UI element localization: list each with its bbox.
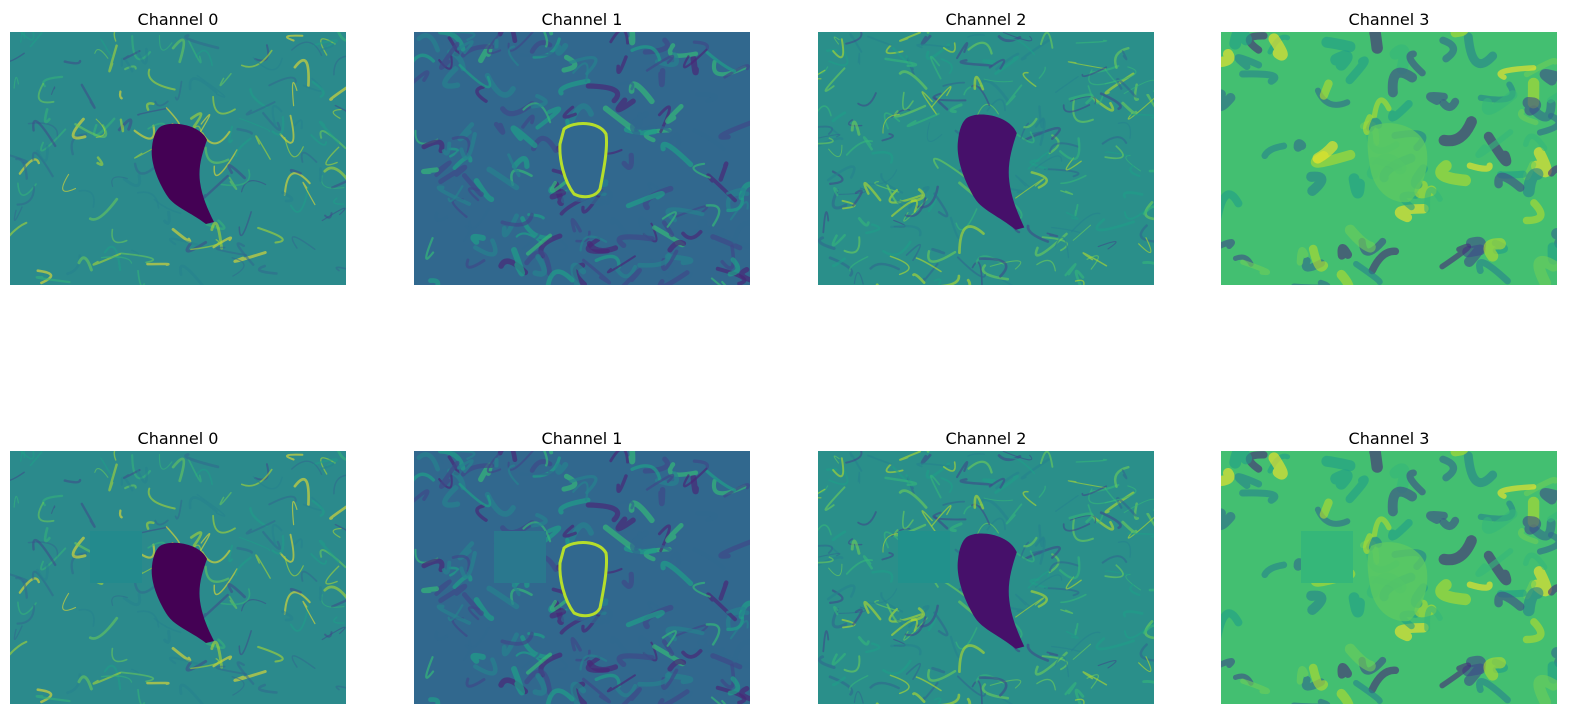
heatmap-texture [1221,32,1557,285]
ring-region [558,541,608,618]
heatmap-image [10,32,346,285]
inserted-patch [1301,531,1353,583]
smooth-region [1367,542,1428,622]
inserted-patch [90,531,142,583]
heatmap-image [1221,32,1557,285]
panel-title: Channel 3 [1348,10,1430,29]
ring-region [558,122,608,199]
heatmap-image [10,451,346,704]
panel-title: Channel 2 [945,429,1027,448]
panel-title: Channel 0 [137,429,219,448]
panel-title: Channel 3 [1348,429,1430,448]
heatmap-texture [818,32,1154,285]
heatmap-image [414,32,750,285]
heatmap-image [818,32,1154,285]
panel-title: Channel 1 [541,10,623,29]
heatmap-texture [414,32,750,285]
heatmap-texture [818,451,1154,704]
dark-region [957,533,1025,649]
dark-region [957,114,1025,230]
smooth-region [1367,123,1428,203]
dark-region [151,123,214,224]
panel-title: Channel 0 [137,10,219,29]
inserted-patch [494,531,546,583]
heatmap-image [1221,451,1557,704]
heatmap-texture [10,451,346,704]
heatmap-texture [414,451,750,704]
heatmap-image [818,451,1154,704]
panel-title: Channel 1 [541,429,623,448]
panel-title: Channel 2 [945,10,1027,29]
dark-region [151,542,214,643]
heatmap-image [414,451,750,704]
inserted-patch [898,531,950,583]
